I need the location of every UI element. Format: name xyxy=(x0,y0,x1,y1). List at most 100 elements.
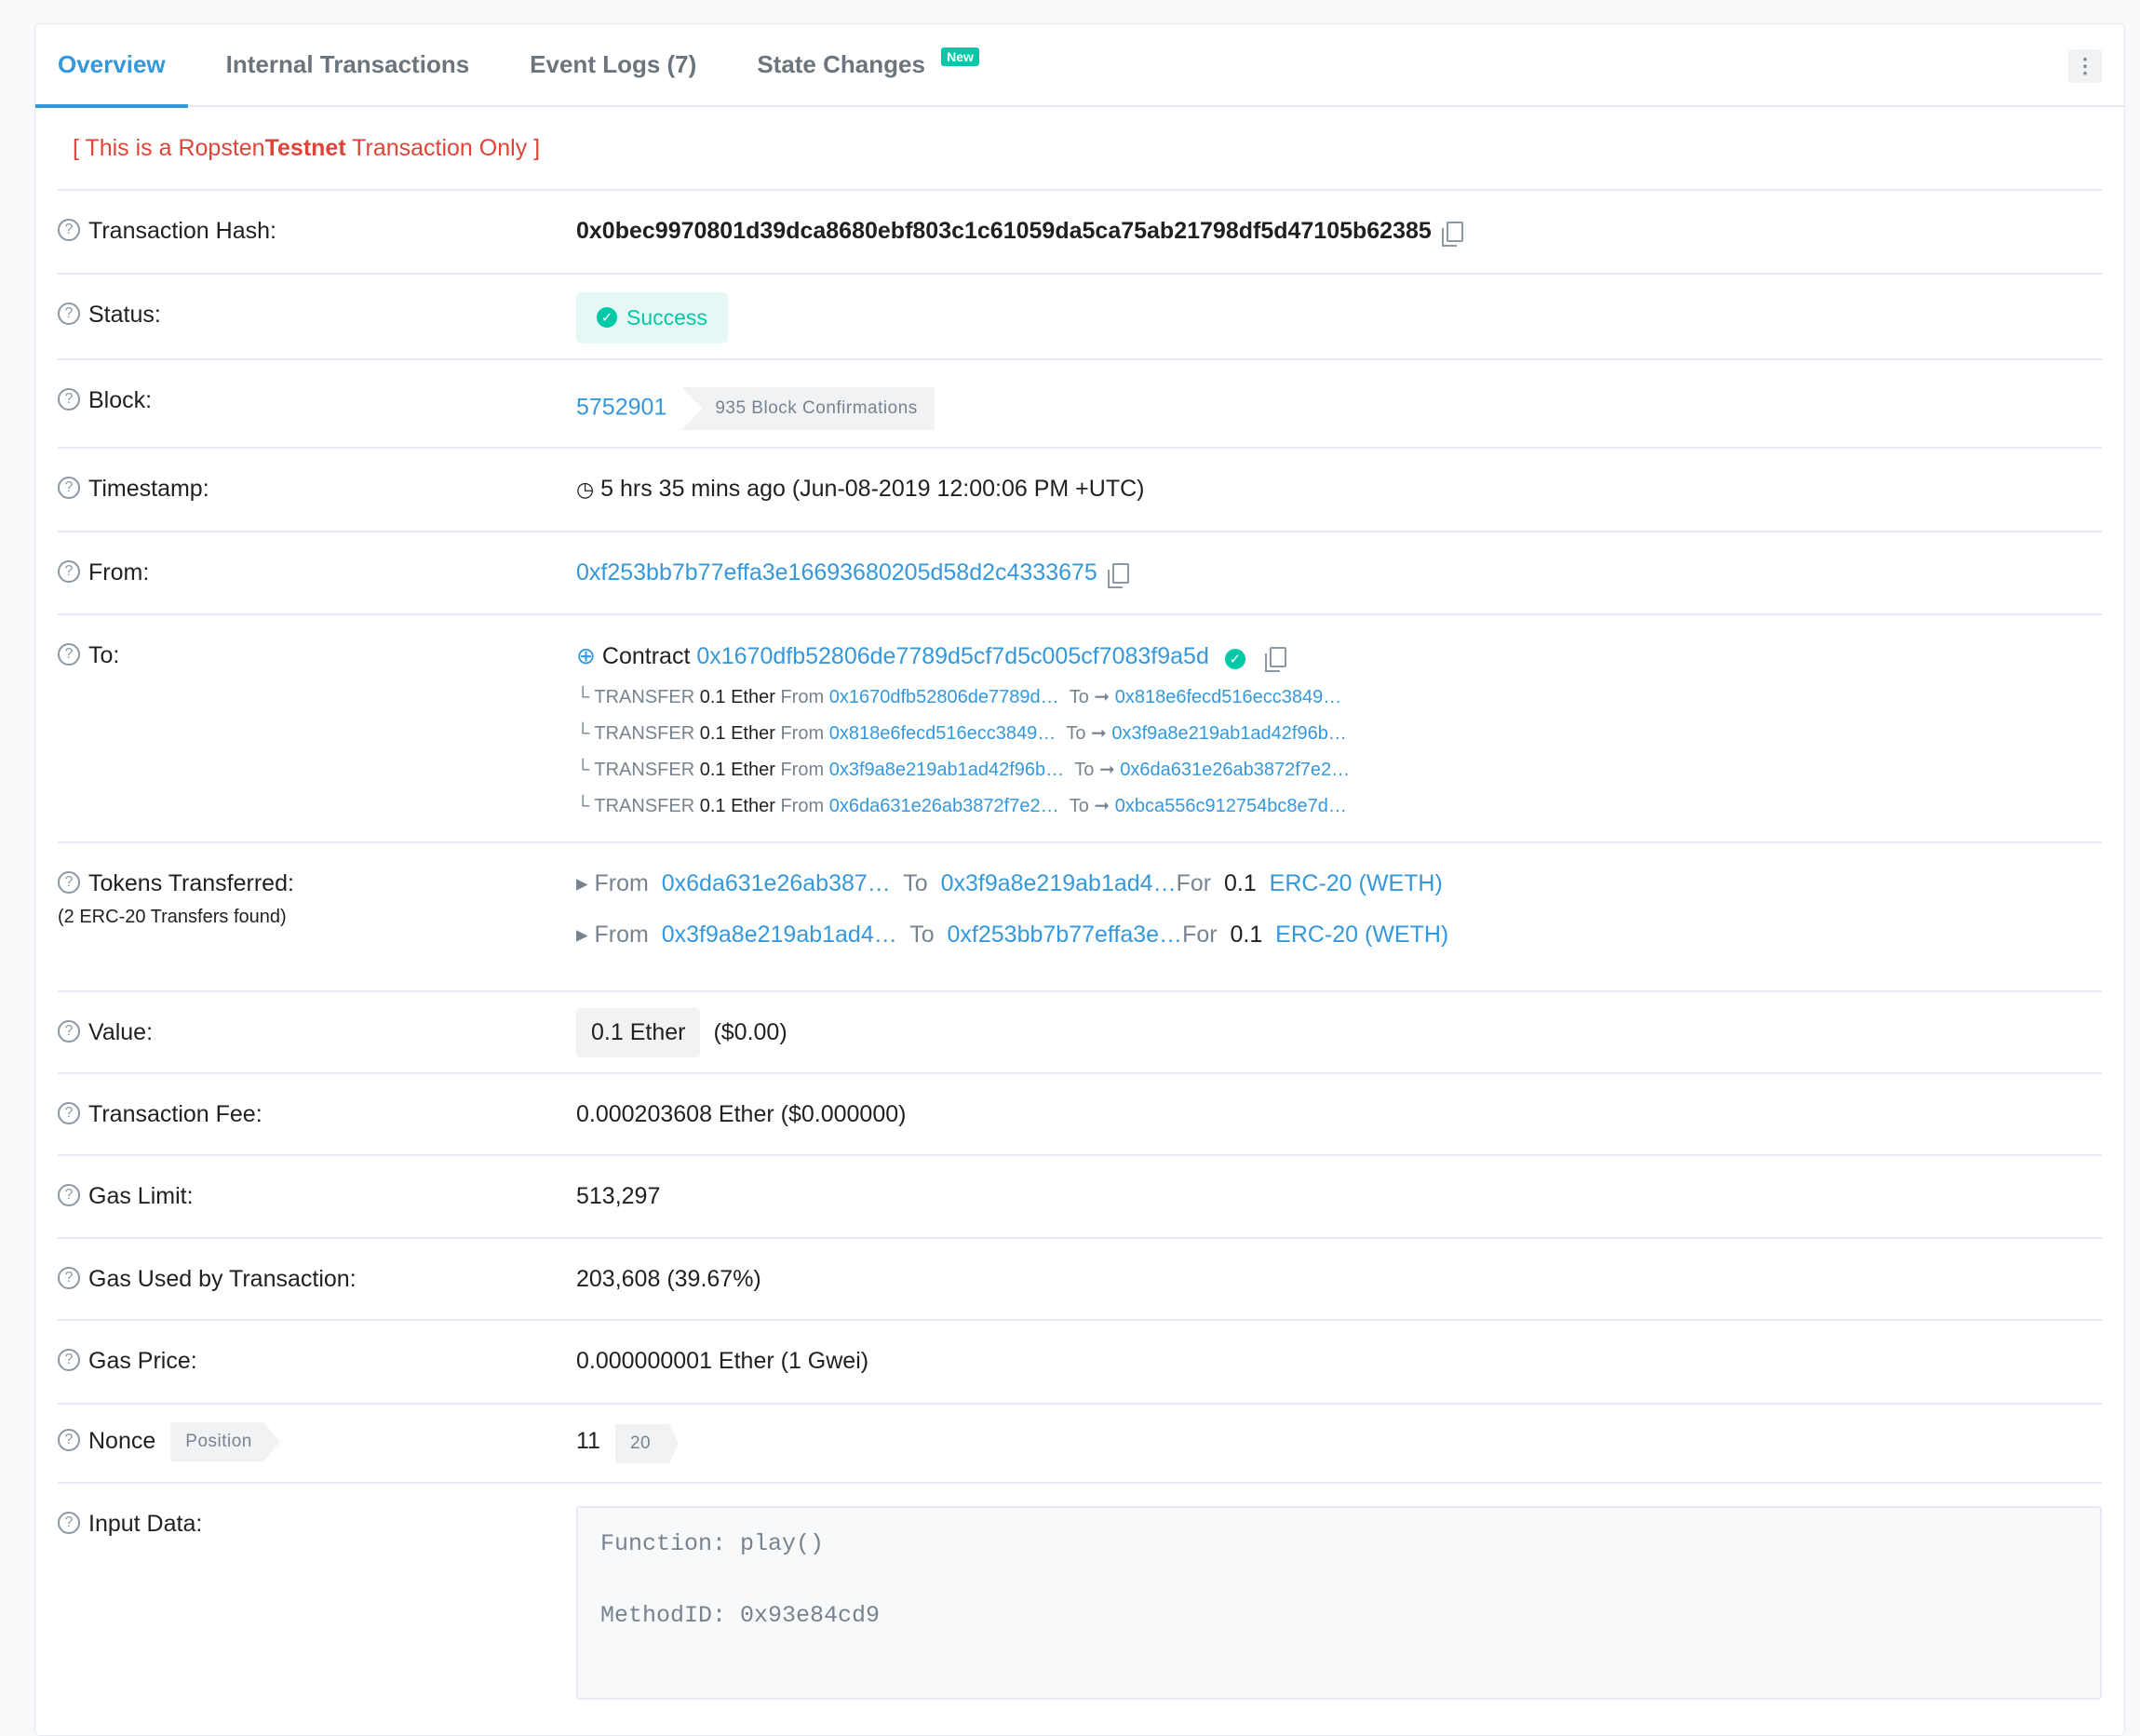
row-gas-limit: ? Gas Limit: 513,297 xyxy=(58,1156,2102,1239)
notice-text: [ This is a Ropsten xyxy=(73,134,265,161)
timestamp-value: 5 hrs 35 mins ago (Jun-08-2019 12:00:06 … xyxy=(600,476,1145,502)
label: To: xyxy=(88,642,120,668)
from-link[interactable]: 0x3f9a8e219ab1ad4… xyxy=(661,922,897,948)
from-link[interactable]: 0x6da631e26ab387… xyxy=(661,870,891,896)
token-transfer-row: ▸ From 0x3f9a8e219ab1ad4… To 0xf253bb7b7… xyxy=(576,922,1449,948)
label: Transaction Fee: xyxy=(88,1101,262,1127)
notice-bold: Testnet xyxy=(264,134,346,161)
label: From: xyxy=(88,559,150,585)
copy-icon[interactable] xyxy=(1264,647,1286,673)
to-link[interactable]: 0x818e6fecd516ecc3849… xyxy=(1114,687,1342,707)
help-icon[interactable]: ? xyxy=(58,560,80,583)
tx-hash: 0x0bec9970801d39dca8680ebf803c1c61059da5… xyxy=(576,218,1432,244)
help-icon[interactable]: ? xyxy=(58,1512,80,1534)
to-link[interactable]: 0x3f9a8e219ab1ad4… xyxy=(940,870,1177,896)
label: Transaction Hash: xyxy=(88,218,276,244)
tab-internal-transactions[interactable]: Internal Transactions xyxy=(225,50,470,78)
copy-icon[interactable] xyxy=(1441,222,1463,248)
to-link[interactable]: 0xbca556c912754bc8e7d… xyxy=(1114,796,1347,816)
row-tokens: ? Tokens Transferred: (2 ERC-20 Transfers … xyxy=(58,843,2102,992)
transaction-card: Overview Internal Transactions Event Log… xyxy=(34,23,2125,1736)
tab-label: State Changes xyxy=(757,50,925,78)
from-link[interactable]: 0x1670dfb52806de7789d… xyxy=(828,687,1059,707)
label: Gas Limit: xyxy=(88,1183,194,1209)
to-link[interactable]: 0x6da631e26ab3872f7e2… xyxy=(1120,760,1351,780)
help-icon[interactable]: ? xyxy=(58,1102,80,1124)
internal-transfer-row: └ TRANSFER 0.1 Ether From 0x1670dfb52806… xyxy=(576,687,1342,707)
label: Input Data: xyxy=(88,1511,203,1537)
contract-label: Contract xyxy=(601,643,691,669)
token-link[interactable]: ERC-20 (WETH) xyxy=(1269,870,1443,896)
internal-transfer-row: └ TRANSFER 0.1 Ether From 0x818e6fecd516… xyxy=(576,723,1347,744)
row-nonce: ? Nonce Position 11 20 xyxy=(58,1405,2102,1484)
to-address-link[interactable]: 0x1670dfb52806de7789d5cf7d5c005cf7083f9a… xyxy=(696,643,1209,669)
internal-transfer-row: └ TRANSFER 0.1 Ether From 0x3f9a8e219ab1… xyxy=(576,760,1351,780)
help-icon[interactable]: ? xyxy=(58,643,80,666)
check-circle-icon: ✓ xyxy=(597,307,617,328)
copy-icon[interactable] xyxy=(1107,563,1129,589)
fee-value: 0.000203608 Ether ($0.000000) xyxy=(576,1101,907,1127)
input-data-textarea[interactable]: Function: play() MethodID: 0x93e84cd9 xyxy=(576,1506,2102,1700)
gas-used-value: 203,608 (39.67%) xyxy=(576,1266,761,1292)
input-line: Function: play() xyxy=(600,1530,825,1557)
position-value: 20 xyxy=(614,1424,680,1463)
new-badge: New xyxy=(941,47,979,66)
row-gas-used: ? Gas Used by Transaction: 203,608 (39.67… xyxy=(58,1239,2102,1321)
value-usd: ($0.00) xyxy=(713,1019,787,1045)
row-gas-price: ? Gas Price: 0.000000001 Ether (1 Gwei) xyxy=(58,1321,2102,1405)
label: Gas Price: xyxy=(88,1348,197,1374)
to-link[interactable]: 0x3f9a8e219ab1ad42f96b… xyxy=(1111,723,1347,744)
row-input: ? Input Data: Function: play() MethodID: … xyxy=(58,1484,2102,1726)
row-block: ? Block: 5752901 935 Block Confirmations xyxy=(58,360,2102,449)
help-icon[interactable]: ? xyxy=(58,871,80,894)
tab-bar: Overview Internal Transactions Event Log… xyxy=(35,23,2124,108)
notice-text: Transaction Only ] xyxy=(345,134,541,161)
row-fee: ? Transaction Fee: 0.000203608 Ether ($0.… xyxy=(58,1074,2102,1156)
testnet-notice: [ This is a Ropsten Testnet Transaction … xyxy=(58,107,2102,191)
help-icon[interactable]: ? xyxy=(58,1184,80,1206)
label: Value: xyxy=(88,1019,154,1045)
help-icon[interactable]: ? xyxy=(58,1267,80,1289)
help-icon[interactable]: ? xyxy=(58,1429,80,1451)
tokens-count: (2 ERC-20 Transfers found) xyxy=(58,907,287,927)
from-address-link[interactable]: 0xf253bb7b77effa3e16693680205d58d2c43336… xyxy=(576,559,1097,585)
from-link[interactable]: 0x6da631e26ab3872f7e2… xyxy=(828,796,1059,816)
help-icon[interactable]: ? xyxy=(58,219,80,241)
row-status: ? Status: ✓ Success xyxy=(58,275,2102,360)
more-options-icon[interactable]: ⋮ xyxy=(2068,49,2102,83)
internal-transfers: └ TRANSFER 0.1 Ether From 0x1670dfb52806… xyxy=(576,680,2102,825)
row-from: ? From: 0xf253bb7b77effa3e16693680205d58d… xyxy=(58,532,2102,615)
label: Timestamp: xyxy=(88,476,209,502)
label: Status: xyxy=(88,302,161,328)
tab-overview[interactable]: Overview xyxy=(35,23,188,108)
to-link[interactable]: 0xf253bb7b77effa3e… xyxy=(947,922,1183,948)
confirmations-badge: 935 Block Confirmations xyxy=(681,387,935,430)
value-pill: 0.1 Ether xyxy=(576,1008,701,1057)
label: Gas Used by Transaction: xyxy=(88,1266,357,1292)
help-icon[interactable]: ? xyxy=(58,1349,80,1371)
row-timestamp: ? Timestamp: ◷ 5 hrs 35 mins ago (Jun-08-… xyxy=(58,449,2102,532)
nonce-value: 11 xyxy=(576,1428,600,1454)
verified-icon: ✓ xyxy=(1224,649,1245,669)
clock-icon: ◷ xyxy=(576,478,595,501)
from-link[interactable]: 0x818e6fecd516ecc3849… xyxy=(828,723,1057,744)
tab-state-changes[interactable]: State Changes New xyxy=(757,23,979,106)
block-link[interactable]: 5752901 xyxy=(576,394,667,421)
gas-limit-value: 513,297 xyxy=(576,1183,661,1209)
row-hash: ? Transaction Hash: 0x0bec9970801d39dca86… xyxy=(58,191,2102,275)
position-tag: Position xyxy=(170,1422,280,1461)
internal-transfer-row: └ TRANSFER 0.1 Ether From 0x6da631e26ab3… xyxy=(576,796,1347,816)
from-link[interactable]: 0x3f9a8e219ab1ad42f96b… xyxy=(828,760,1065,780)
help-icon[interactable]: ? xyxy=(58,1020,80,1043)
tab-event-logs[interactable]: Event Logs (7) xyxy=(530,50,697,78)
help-icon[interactable]: ? xyxy=(58,303,80,325)
label: Tokens Transferred: xyxy=(88,870,294,896)
token-transfer-row: ▸ From 0x6da631e26ab387… To 0x3f9a8e219a… xyxy=(576,870,1443,896)
label: Block: xyxy=(88,387,153,413)
input-line: MethodID: 0x93e84cd9 xyxy=(600,1602,881,1629)
token-link[interactable]: ERC-20 (WETH) xyxy=(1275,922,1449,948)
help-icon[interactable]: ? xyxy=(58,388,80,410)
help-icon[interactable]: ? xyxy=(58,477,80,499)
magnifier-icon: ⊕ xyxy=(576,643,596,669)
row-value: ? Value: 0.1 Ether ($0.00) xyxy=(58,992,2102,1074)
